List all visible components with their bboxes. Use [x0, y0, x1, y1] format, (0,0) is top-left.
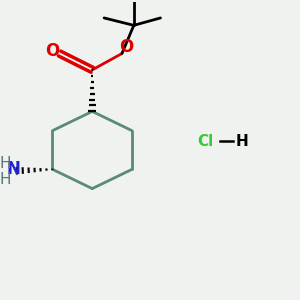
- Text: H: H: [0, 156, 11, 171]
- Text: O: O: [119, 38, 134, 56]
- Text: Cl: Cl: [197, 134, 213, 148]
- Text: H: H: [236, 134, 248, 148]
- Text: N: N: [6, 160, 20, 178]
- Text: H: H: [0, 172, 11, 187]
- Text: O: O: [45, 42, 59, 60]
